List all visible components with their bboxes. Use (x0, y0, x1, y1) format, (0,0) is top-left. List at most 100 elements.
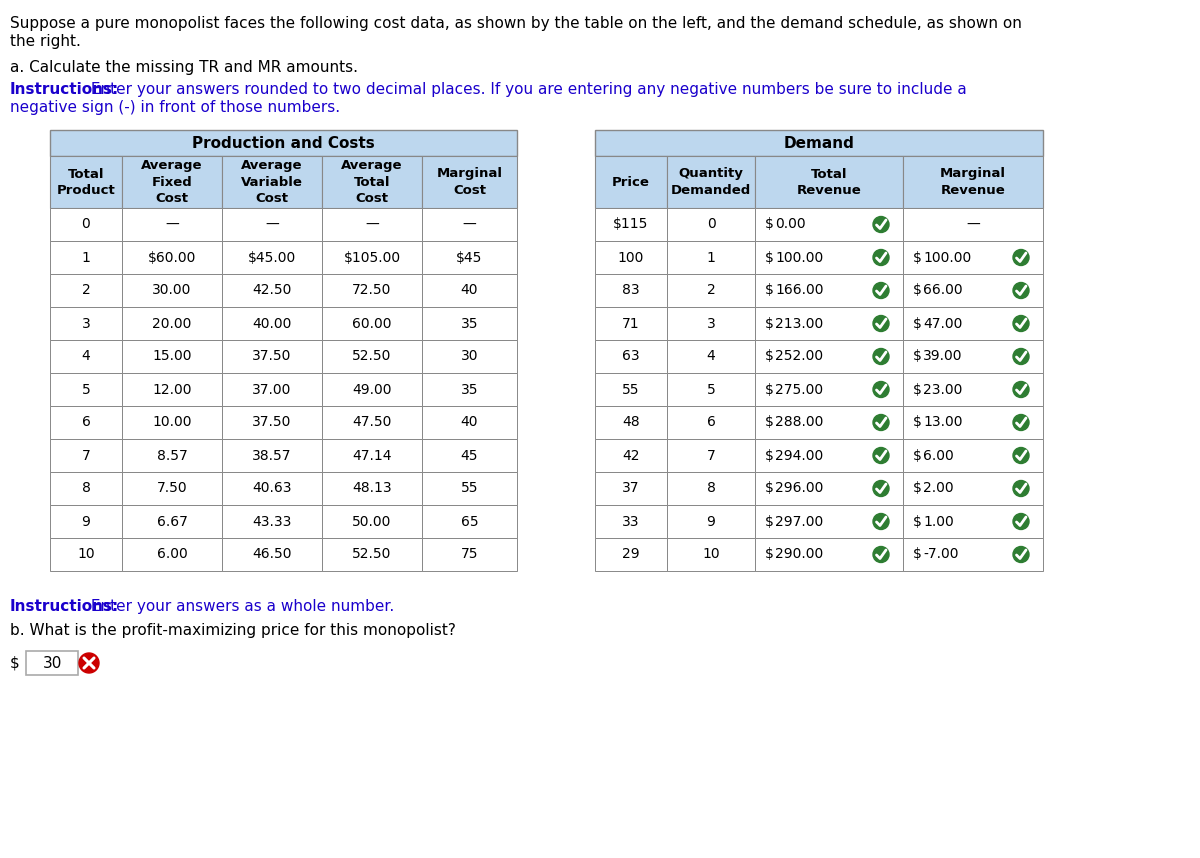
Bar (904, 241, 1043, 274)
Text: 296.00: 296.00 (775, 481, 823, 496)
Circle shape (1013, 513, 1030, 529)
Bar (422, 208, 517, 241)
Bar (50, 241, 122, 274)
Bar (122, 439, 222, 472)
Bar (755, 472, 904, 505)
Text: 2.00: 2.00 (923, 481, 954, 496)
Text: 6: 6 (707, 415, 715, 430)
Text: Enter your answers as a whole number.: Enter your answers as a whole number. (86, 599, 395, 614)
Text: 42.50: 42.50 (252, 283, 292, 298)
Text: 15.00: 15.00 (152, 349, 192, 364)
Text: 0: 0 (707, 217, 715, 232)
Text: 2: 2 (82, 283, 90, 298)
Circle shape (874, 382, 889, 397)
Text: —: — (365, 217, 379, 232)
Text: 252.00: 252.00 (775, 349, 823, 364)
Bar (667, 538, 755, 571)
Text: 55: 55 (461, 481, 479, 496)
Bar (904, 472, 1043, 505)
Bar (222, 156, 322, 208)
Text: Average
Variable
Cost: Average Variable Cost (241, 160, 302, 204)
Bar (322, 156, 422, 208)
Bar (322, 274, 422, 307)
Bar (222, 241, 322, 274)
Bar (595, 373, 667, 406)
Text: $: $ (766, 449, 774, 462)
Bar (50, 538, 122, 571)
Bar (422, 472, 517, 505)
Text: $: $ (766, 217, 774, 232)
Text: 72.50: 72.50 (353, 283, 391, 298)
Bar (50, 274, 122, 307)
Text: 30: 30 (42, 656, 61, 670)
Bar (755, 406, 904, 439)
Circle shape (1013, 316, 1030, 331)
Bar (50, 208, 122, 241)
Text: —: — (166, 217, 179, 232)
Text: $: $ (10, 656, 19, 670)
Text: 40.00: 40.00 (252, 317, 292, 330)
Circle shape (874, 448, 889, 463)
Text: 13.00: 13.00 (923, 415, 962, 430)
Bar (322, 439, 422, 472)
Bar (322, 307, 422, 340)
Bar (122, 373, 222, 406)
Text: 40: 40 (461, 283, 479, 298)
Circle shape (874, 414, 889, 431)
Circle shape (874, 282, 889, 299)
Bar (122, 274, 222, 307)
Text: $: $ (913, 251, 922, 264)
Bar (595, 130, 1043, 156)
Circle shape (1013, 547, 1030, 563)
Bar (222, 505, 322, 538)
Text: 3: 3 (82, 317, 90, 330)
Bar (322, 241, 422, 274)
Text: $: $ (913, 449, 922, 462)
Text: $: $ (766, 547, 774, 561)
Text: $: $ (913, 283, 922, 298)
Bar (595, 439, 667, 472)
Bar (122, 538, 222, 571)
Text: 6.67: 6.67 (156, 515, 187, 529)
Bar (322, 472, 422, 505)
Circle shape (1013, 382, 1030, 397)
Text: 275.00: 275.00 (775, 383, 823, 396)
Circle shape (79, 653, 98, 673)
Bar (322, 406, 422, 439)
Text: 100.00: 100.00 (923, 251, 971, 264)
Text: 48: 48 (622, 415, 640, 430)
Text: $105.00: $105.00 (343, 251, 401, 264)
Text: Marginal
Revenue: Marginal Revenue (940, 167, 1006, 196)
Text: $: $ (913, 481, 922, 496)
Bar (50, 130, 517, 156)
Text: —: — (966, 217, 980, 232)
Text: 30.00: 30.00 (152, 283, 192, 298)
Text: 47.14: 47.14 (353, 449, 391, 462)
Text: 6.00: 6.00 (157, 547, 187, 561)
Text: the right.: the right. (10, 34, 80, 49)
Text: Demand: Demand (784, 136, 854, 150)
Bar (595, 208, 667, 241)
Bar (904, 439, 1043, 472)
Bar (422, 538, 517, 571)
Bar (422, 505, 517, 538)
Text: 37.00: 37.00 (252, 383, 292, 396)
Circle shape (874, 250, 889, 265)
Text: 4: 4 (707, 349, 715, 364)
Text: 166.00: 166.00 (775, 283, 823, 298)
Text: 1: 1 (82, 251, 90, 264)
Bar (50, 406, 122, 439)
Text: -7.00: -7.00 (923, 547, 959, 561)
Bar (595, 505, 667, 538)
Text: negative sign (-) in front of those numbers.: negative sign (-) in front of those numb… (10, 100, 340, 115)
Text: 8.57: 8.57 (157, 449, 187, 462)
Text: 40.63: 40.63 (252, 481, 292, 496)
Text: 7.50: 7.50 (157, 481, 187, 496)
Text: Production and Costs: Production and Costs (192, 136, 374, 150)
Bar (422, 241, 517, 274)
Bar (422, 307, 517, 340)
Bar (755, 274, 904, 307)
Circle shape (1013, 282, 1030, 299)
Bar (755, 241, 904, 274)
Text: 6.00: 6.00 (923, 449, 954, 462)
